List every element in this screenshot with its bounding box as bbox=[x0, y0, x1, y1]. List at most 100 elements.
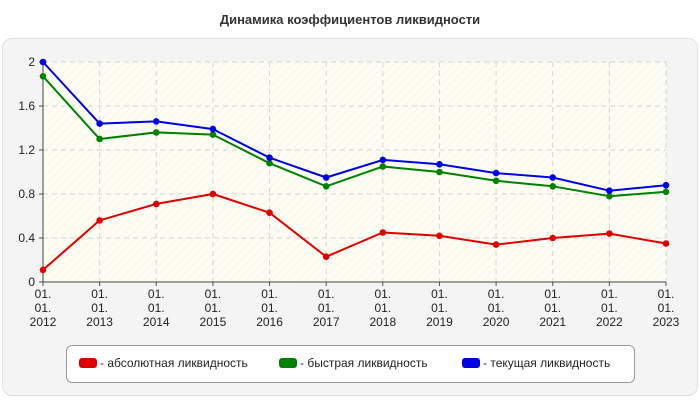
x-tick-label-line: 01. bbox=[261, 287, 278, 301]
x-tick-label-line: 01. bbox=[431, 287, 448, 301]
series-line-quick bbox=[42, 75, 667, 198]
x-tick-label-line: 2013 bbox=[86, 315, 113, 329]
legend-swatch-quick bbox=[279, 358, 297, 368]
x-tick-label-line: 2016 bbox=[256, 315, 283, 329]
x-tick-label-line: 2021 bbox=[539, 315, 566, 329]
data-point-absolute bbox=[379, 229, 387, 236]
x-tick-label-line: 2017 bbox=[313, 315, 340, 329]
x-tick-label-line: 01. bbox=[374, 287, 391, 301]
data-point-absolute bbox=[606, 230, 613, 237]
legend-item-current: - текущая ликвидность bbox=[462, 356, 610, 370]
legend-item-quick: - быстрая ликвидность bbox=[279, 356, 428, 370]
legend-label-absolute: - абсолютная ликвидность bbox=[100, 356, 248, 370]
y-tick-label: 2 bbox=[28, 55, 35, 69]
legend: - абсолютная ликвидность - быстрая ликви… bbox=[66, 345, 635, 383]
data-point-absolute bbox=[436, 232, 443, 240]
x-tick-label-line: 01. bbox=[261, 301, 278, 315]
data-point-absolute bbox=[266, 209, 273, 216]
data-point-current bbox=[662, 181, 670, 189]
x-tick-label-line: 01. bbox=[91, 287, 108, 301]
legend-swatch-current bbox=[462, 358, 480, 368]
y-tick-label: 0.4 bbox=[18, 231, 35, 245]
data-point-current bbox=[152, 118, 160, 125]
y-tick-label: 1.2 bbox=[18, 143, 35, 157]
x-tick-label-line: 01. bbox=[205, 301, 222, 315]
chart-title: Динамика коэффициентов ликвидности bbox=[219, 12, 481, 27]
data-point-quick bbox=[96, 135, 103, 143]
data-point-current bbox=[322, 174, 330, 181]
x-tick-label-line: 01. bbox=[35, 301, 52, 315]
data-point-absolute bbox=[209, 190, 217, 198]
x-tick-label-line: 01. bbox=[488, 301, 505, 315]
data-point-current bbox=[266, 154, 273, 161]
x-tick-label-line: 01. bbox=[544, 301, 561, 315]
x-tick-label-line: 01. bbox=[318, 301, 335, 315]
x-tick-label: 01. 01. 2015 bbox=[200, 287, 227, 329]
y-tick-label: 1.6 bbox=[18, 99, 35, 113]
data-point-current bbox=[96, 120, 103, 127]
x-tick-label-line: 01. bbox=[318, 287, 335, 301]
x-tick-label: 01. 01. 2013 bbox=[86, 287, 113, 329]
x-tick-label: 01. 01. 2019 bbox=[426, 287, 453, 329]
y-tick-label: 0.8 bbox=[18, 187, 35, 201]
x-tick-label-line: 2015 bbox=[200, 315, 227, 329]
x-tick-label-line: 01. bbox=[35, 287, 52, 301]
data-point-current bbox=[606, 187, 613, 194]
legend-swatch-absolute bbox=[79, 358, 97, 368]
data-point-absolute bbox=[549, 234, 557, 242]
series-line-absolute bbox=[42, 193, 667, 271]
data-point-quick bbox=[549, 183, 557, 190]
x-tick-label-line: 01. bbox=[148, 287, 165, 301]
x-tick-label: 01. 01. 2021 bbox=[539, 287, 566, 329]
x-tick-label-line: 2019 bbox=[426, 315, 453, 329]
x-tick-label: 01. 01. 2018 bbox=[369, 287, 396, 329]
x-tick-label: 01. 01. 2020 bbox=[483, 287, 510, 329]
x-tick-label-line: 2018 bbox=[369, 315, 396, 329]
series-line-current bbox=[42, 61, 667, 192]
plot-area bbox=[43, 62, 666, 282]
y-tick-label: 0 bbox=[28, 275, 35, 289]
x-tick-label-line: 01. bbox=[601, 301, 618, 315]
data-point-absolute bbox=[322, 253, 330, 260]
x-tick-label-line: 01. bbox=[601, 287, 618, 301]
x-tick-label-line: 01. bbox=[148, 301, 165, 315]
x-tick-label: 01. 01. 2017 bbox=[313, 287, 340, 329]
data-point-quick bbox=[39, 73, 47, 80]
data-point-quick bbox=[266, 159, 273, 167]
x-tick-label-line: 01. bbox=[91, 301, 108, 315]
data-point-absolute bbox=[96, 217, 103, 224]
data-point-current bbox=[436, 161, 443, 168]
x-tick-label-line: 01. bbox=[544, 287, 561, 301]
x-tick-label-line: 01. bbox=[431, 301, 448, 315]
data-point-quick bbox=[436, 168, 443, 176]
data-point-absolute bbox=[492, 241, 500, 248]
data-point-absolute bbox=[39, 266, 47, 274]
legend-label-quick: - быстрая ликвидность bbox=[300, 356, 428, 370]
data-point-absolute bbox=[662, 240, 670, 247]
data-point-quick bbox=[606, 192, 613, 200]
x-tick-label-line: 01. bbox=[205, 287, 222, 301]
data-point-current bbox=[209, 125, 217, 133]
x-tick-label: 01. 01. 2022 bbox=[596, 287, 623, 329]
x-tick-label-line: 2012 bbox=[30, 315, 57, 329]
x-tick-label: 01. 01. 2016 bbox=[256, 287, 283, 329]
x-tick-label-line: 2022 bbox=[596, 315, 623, 329]
x-tick-label-line: 01. bbox=[374, 301, 391, 315]
x-tick-label: 01. 01. 2023 bbox=[653, 287, 680, 329]
legend-label-current: - текущая ликвидность bbox=[483, 356, 611, 370]
x-tick-label: 01. 01. 2012 bbox=[30, 287, 57, 329]
data-point-absolute bbox=[152, 200, 160, 208]
data-point-current bbox=[492, 169, 500, 177]
data-point-quick bbox=[209, 131, 217, 138]
data-point-current bbox=[549, 174, 557, 181]
x-tick-label-line: 01. bbox=[658, 301, 675, 315]
data-point-current bbox=[379, 156, 387, 164]
x-tick-label: 01. 01. 2014 bbox=[143, 287, 170, 329]
data-point-quick bbox=[492, 177, 500, 185]
x-tick-label-line: 01. bbox=[658, 287, 675, 301]
data-point-quick bbox=[152, 129, 160, 136]
data-point-quick bbox=[379, 163, 387, 170]
x-tick-label-line: 01. bbox=[488, 287, 505, 301]
data-point-quick bbox=[322, 183, 330, 190]
